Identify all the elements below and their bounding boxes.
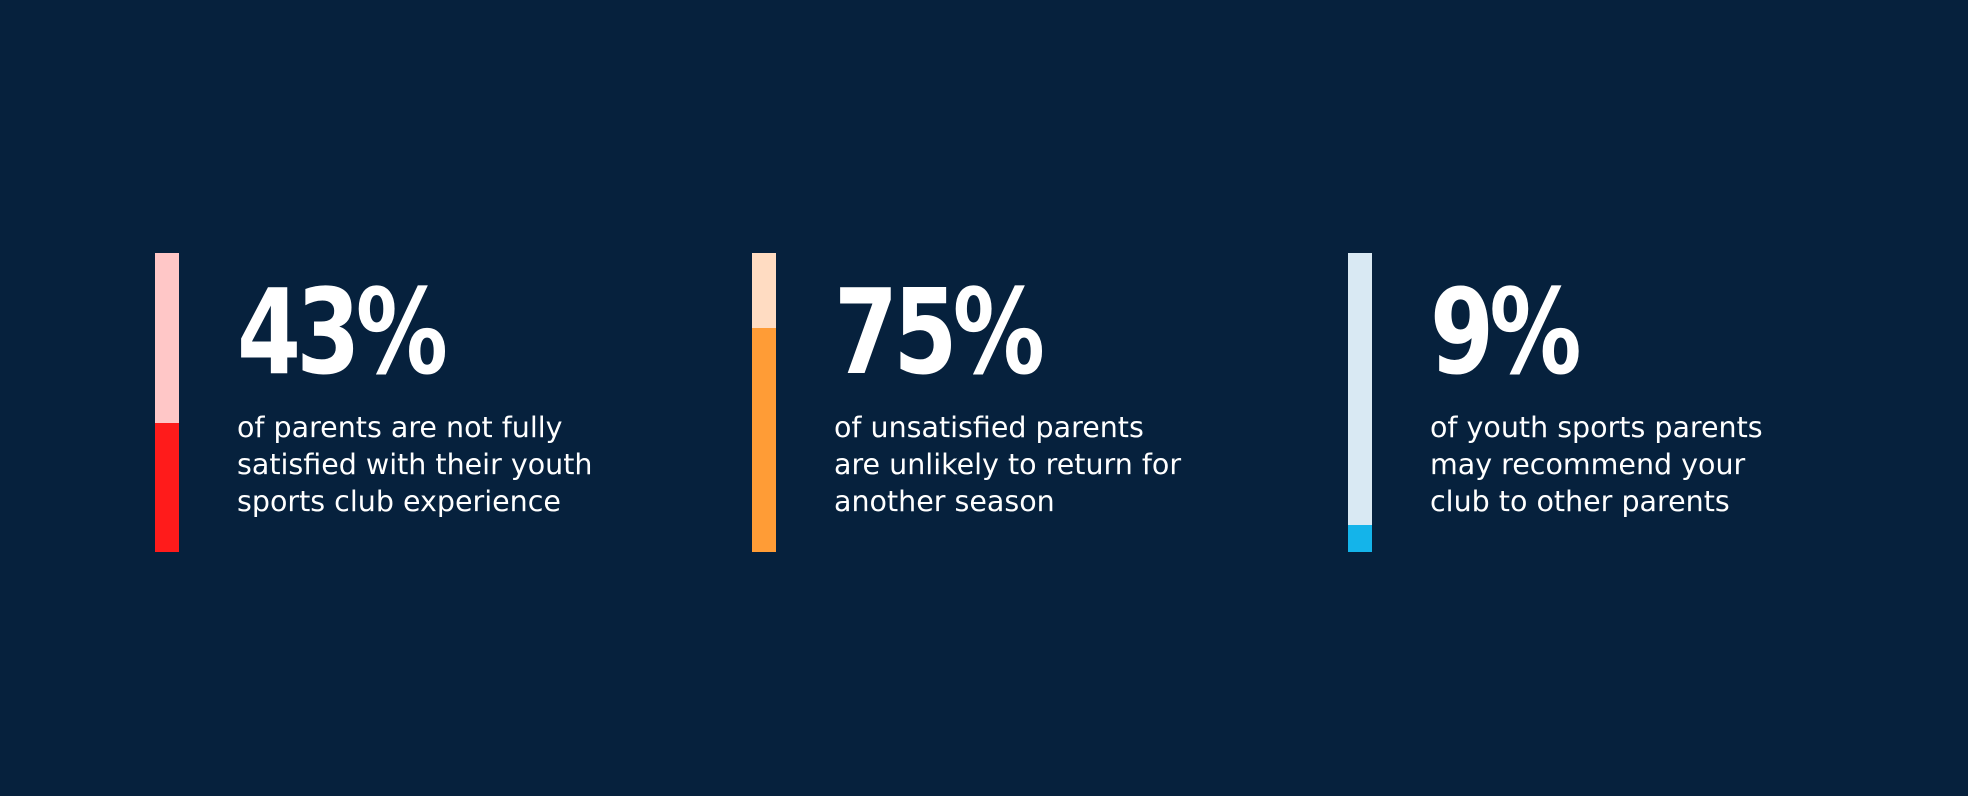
progress-bar-fill bbox=[752, 327, 776, 552]
progress-bar-fill bbox=[155, 423, 179, 552]
stat-description-line: of youth sports parents bbox=[1430, 411, 1763, 444]
progress-bar-track bbox=[155, 253, 179, 552]
progress-bar-fill bbox=[1348, 525, 1372, 552]
progress-bar-track bbox=[752, 253, 776, 552]
stats-row: 43% of parents are not fully satisfied w… bbox=[155, 253, 1955, 552]
stat-description-line: another season bbox=[834, 485, 1055, 518]
stat-description-line: of unsatisfied parents bbox=[834, 411, 1144, 444]
stat-card-may-recommend: 9% of youth sports parents may recommend… bbox=[1348, 253, 1908, 552]
stat-value: 43% bbox=[237, 263, 448, 401]
stat-card-parents-not-satisfied: 43% of parents are not fully satisfied w… bbox=[155, 253, 715, 552]
stat-description: of youth sports parents may recommend yo… bbox=[1430, 409, 1870, 520]
stat-description-line: may recommend your bbox=[1430, 448, 1746, 481]
stat-card-unlikely-to-return: 75% of unsatisfied parents are unlikely … bbox=[752, 253, 1312, 552]
stat-description-line: sports club experience bbox=[237, 485, 561, 518]
progress-bar-track bbox=[1348, 253, 1372, 552]
stat-description-line: club to other parents bbox=[1430, 485, 1730, 518]
stat-description: of parents are not fully satisfied with … bbox=[237, 409, 677, 520]
stat-description-line: of parents are not fully bbox=[237, 411, 563, 444]
stat-description-line: satisfied with their youth bbox=[237, 448, 593, 481]
stat-value: 9% bbox=[1430, 263, 1582, 401]
stat-description: of unsatisfied parents are unlikely to r… bbox=[834, 409, 1274, 520]
stat-value: 75% bbox=[834, 263, 1045, 401]
stat-description-line: are unlikely to return for bbox=[834, 448, 1182, 481]
